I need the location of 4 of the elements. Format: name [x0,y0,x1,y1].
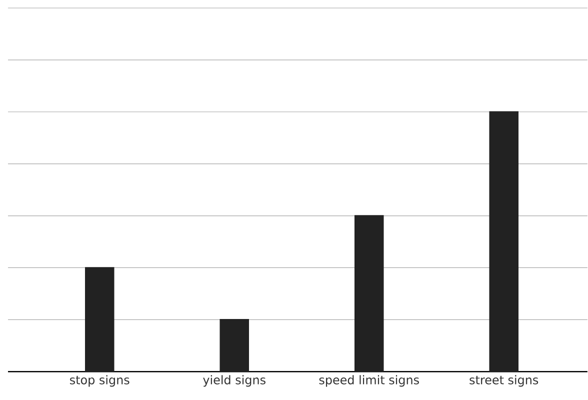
x-tick-label: yield signs [203,375,266,387]
x-tick-label: speed limit signs [319,375,419,387]
x-tick-label: stop signs [70,375,130,387]
x-tick-label: street signs [470,375,538,387]
